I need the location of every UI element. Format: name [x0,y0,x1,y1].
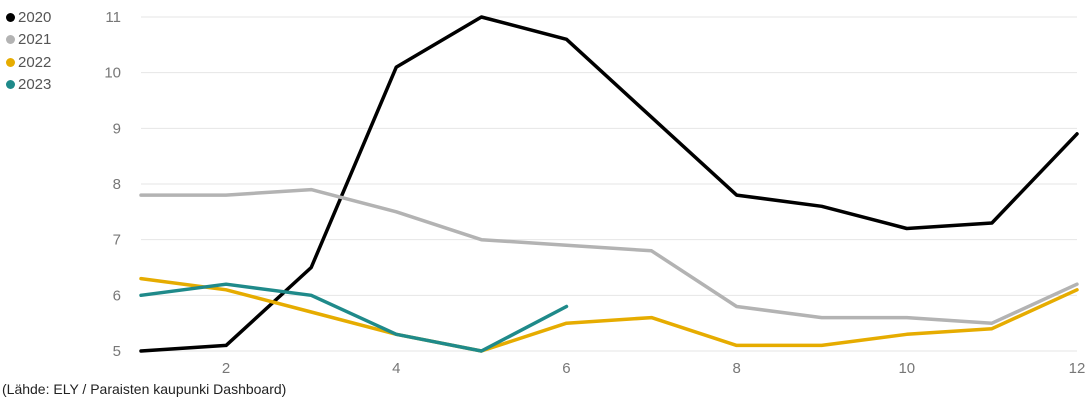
legend-marker [6,35,15,45]
series-lines [139,15,1079,353]
y-tick-label: 8 [113,176,121,193]
x-tick-label: 8 [732,360,740,377]
x-tick-label: 2 [222,360,230,377]
legend: 2020 2021 2022 2023 [6,6,51,96]
legend-label: 2021 [18,31,52,49]
legend-marker [6,57,15,67]
series-line-2023 [139,282,569,353]
legend-item-2022: 2022 [6,51,51,74]
legend-item-2020: 2020 [6,6,51,29]
y-tick-label: 11 [105,9,121,26]
legend-label: 2023 [18,76,52,94]
legend-item-2021: 2021 [6,29,51,52]
y-tick-label: 10 [104,65,121,82]
legend-label: 2022 [18,53,52,71]
x-axis: 2 4 6 8 10 12 [222,360,1085,377]
x-tick-label: 12 [1069,360,1086,377]
legend-marker [6,80,15,90]
source-note: (Lähde: ELY / Paraisten kaupunki Dashboa… [2,381,287,397]
x-tick-label: 10 [898,360,915,377]
series-line-2021 [139,187,1079,325]
x-tick-label: 6 [562,360,570,377]
y-tick-label: 7 [113,232,121,249]
series-line-2022 [139,276,1079,353]
y-tick-label: 5 [113,343,121,360]
series-line-2020 [139,15,1079,353]
legend-marker [6,12,15,22]
y-tick-label: 6 [113,287,121,304]
y-axis: 5 6 7 8 9 10 11 [104,9,121,360]
x-tick-label: 4 [392,360,400,377]
y-tick-label: 9 [113,120,121,137]
legend-label: 2020 [18,8,52,26]
legend-item-2023: 2023 [6,74,51,97]
gridlines [141,16,1077,352]
